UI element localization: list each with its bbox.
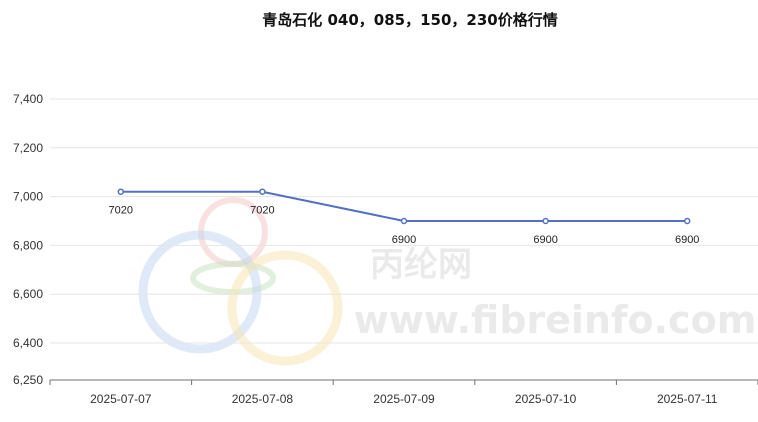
watermark-url: www.fibreinfo.com [354, 298, 757, 342]
y-tick-label: 6,600 [13, 287, 43, 301]
y-axis: 6,250 6,400 6,600 6,800 7,000 7,200 7,400 [13, 92, 43, 387]
x-tick-label: 2025-07-07 [90, 392, 152, 406]
data-point[interactable] [542, 217, 549, 225]
data-label: 6900 [392, 234, 416, 246]
chart-title: 青岛石化 040，085，150，230价格行情 [262, 11, 557, 29]
watermark-ring-blue [138, 230, 262, 354]
watermark-ring-yellow [227, 250, 343, 366]
y-tick-label: 6,400 [13, 336, 43, 350]
data-point[interactable] [259, 188, 266, 195]
x-tick-label: 2025-07-10 [515, 392, 577, 406]
data-label: 6900 [533, 234, 557, 246]
data-point[interactable] [400, 217, 408, 225]
grid-lines [50, 98, 758, 344]
x-tick-label: 2025-07-08 [232, 392, 294, 406]
watermark: 丙纶网 www.fibreinfo.com [138, 197, 757, 366]
series-price [117, 188, 691, 225]
data-point[interactable] [683, 217, 691, 225]
y-tick-label: 6,800 [13, 238, 43, 252]
y-tick-label: 7,200 [13, 141, 43, 155]
data-labels: 7020 7020 6900 6900 6900 [109, 205, 700, 246]
x-tick-label: 2025-07-11 [657, 392, 718, 406]
watermark-cn: 丙纶网 [370, 245, 472, 285]
data-label: 6900 [675, 234, 699, 246]
data-label: 7020 [109, 205, 133, 217]
x-axis: 2025-07-07 2025-07-08 2025-07-09 2025-07-10… [49, 379, 758, 406]
y-tick-label: 6,250 [13, 373, 43, 387]
y-tick-label: 7,400 [13, 92, 43, 106]
x-tick-label: 2025-07-09 [373, 392, 435, 406]
y-tick-label: 7,000 [13, 190, 43, 204]
data-point[interactable] [117, 188, 125, 195]
data-label: 7020 [250, 205, 274, 217]
